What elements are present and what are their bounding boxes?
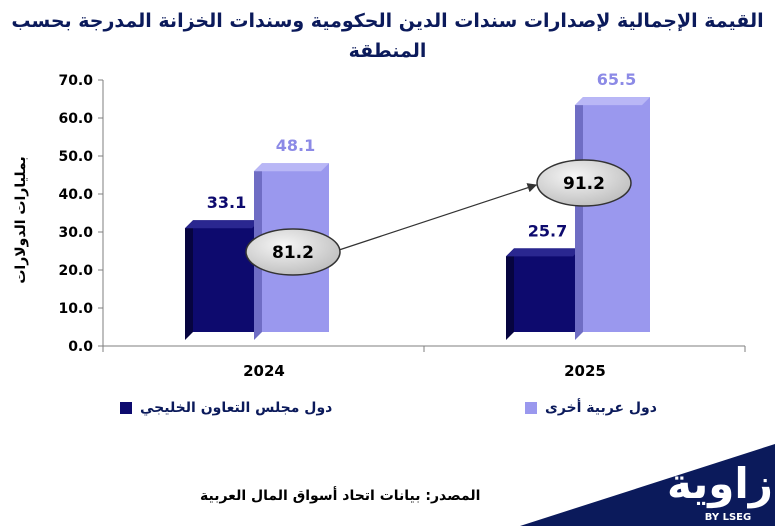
legend-item-other: دول عربية أخرى [525, 398, 657, 418]
y-tick-label: 0.0 [68, 339, 93, 355]
legend-swatch-gcc [120, 402, 132, 414]
bar-top-face [185, 220, 260, 229]
logo-subtext: BY LSEG [705, 512, 751, 523]
bar-side-face [185, 220, 193, 340]
data-label: 65.5 [597, 70, 636, 89]
bar-top-face [254, 163, 329, 172]
y-tick-label: 20.0 [58, 263, 93, 279]
bar [193, 220, 260, 332]
chart-area: 0.0 10.0 20.0 30.0 40.0 50.0 60.0 70.0 2024 33.1 4… [58, 70, 746, 380]
total-label: 81.2 [272, 243, 314, 263]
legend-swatch-other [525, 402, 537, 414]
bar-top-face [575, 97, 650, 106]
legend-label-gcc: دول مجلس التعاون الخليجي [140, 400, 333, 416]
legend-label-other: دول عربية أخرى [545, 400, 657, 416]
bar-side-face [575, 97, 583, 340]
total-oval [245, 228, 341, 276]
y-tick-label: 70.0 [58, 73, 93, 89]
logo-wordmark: زاوية [667, 459, 773, 509]
bar-top-face [506, 248, 581, 257]
bar [583, 97, 650, 332]
bar-side-face [506, 248, 514, 340]
y-tick-label: 60.0 [58, 111, 93, 127]
y-tick-label: 30.0 [58, 225, 93, 241]
x-tick-label: 2024 [243, 362, 285, 380]
zawya-logo: زاوية BY LSEG [520, 444, 775, 526]
y-tick-label: 10.0 [58, 301, 93, 317]
data-label: 33.1 [207, 193, 246, 212]
y-tick-label: 50.0 [58, 149, 93, 165]
total-oval [536, 159, 632, 207]
growth-arrow [338, 183, 538, 251]
legend-item-gcc: دول مجلس التعاون الخليجي [120, 398, 332, 418]
chart-title: القيمة الإجمالية لإصدارات سندات الدين ال… [11, 10, 764, 62]
x-tick-label: 2025 [564, 362, 606, 380]
data-label: 25.7 [528, 221, 567, 240]
logo-background [520, 444, 775, 526]
y-tick-label: 40.0 [58, 187, 93, 203]
total-label: 91.2 [563, 174, 605, 194]
data-label: 48.1 [276, 136, 315, 155]
bar [514, 248, 581, 332]
source-note: المصدر: بيانات اتحاد أسواق المال العربية [200, 488, 481, 504]
